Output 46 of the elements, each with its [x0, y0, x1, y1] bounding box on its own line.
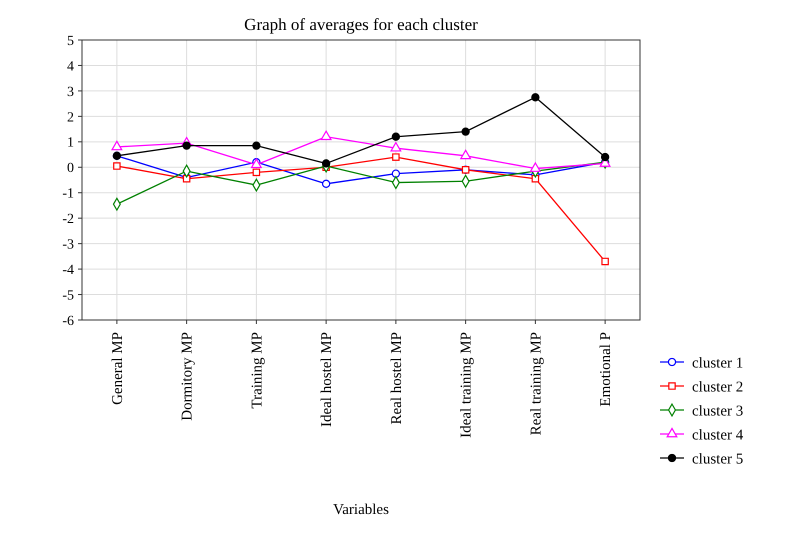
x-tick-label: Ideal hostel MP [319, 332, 336, 427]
y-tick-label: 1 [67, 136, 74, 151]
point [252, 141, 261, 150]
y-tick-label: 4 [67, 59, 74, 74]
legend-label: cluster 1 [692, 355, 744, 372]
x-tick-label: Ideal training MP [458, 332, 475, 438]
legend-label: cluster 4 [692, 427, 744, 444]
y-tick-label: 3 [67, 84, 74, 100]
y-tick-label: 0 [67, 161, 74, 176]
x-tick-label: General MP [110, 332, 126, 405]
y-tick-label: -1 [62, 186, 74, 202]
legend-label: cluster 3 [692, 403, 744, 420]
y-tick-label: -3 [62, 238, 74, 253]
point [600, 152, 610, 162]
point [530, 162, 541, 172]
point [390, 142, 402, 152]
point [320, 130, 332, 140]
chart-title: Graph of averages for each cluster [244, 15, 478, 34]
point [322, 180, 330, 188]
legend-label: cluster 2 [692, 379, 744, 396]
x-tick-label: Dormitory MP [180, 332, 196, 421]
point [392, 169, 400, 178]
point [461, 127, 470, 136]
point [111, 140, 122, 150]
point [392, 153, 400, 161]
x-tick-label: Real hostel MP [388, 332, 405, 424]
x-tick-label: Training MP [249, 332, 266, 409]
x-tick-label: Real training MP [528, 332, 544, 436]
y-tick-label: -4 [62, 262, 74, 278]
x-tick-label: Emotional P [598, 332, 614, 407]
point [113, 162, 121, 170]
point [532, 174, 540, 182]
y-tick-label: -2 [62, 212, 74, 228]
legend-label: cluster 5 [692, 451, 744, 468]
point [182, 141, 191, 150]
y-tick-label: 2 [67, 110, 74, 126]
y-tick-label: -5 [62, 288, 74, 304]
point [460, 150, 472, 160]
point [531, 93, 540, 102]
y-tick-label: -6 [62, 314, 74, 329]
point [601, 258, 609, 266]
point [392, 132, 400, 141]
point [322, 159, 330, 168]
point [252, 168, 260, 176]
x-axis-title: Variables [333, 502, 390, 518]
y-tick-label: 5 [67, 34, 74, 49]
